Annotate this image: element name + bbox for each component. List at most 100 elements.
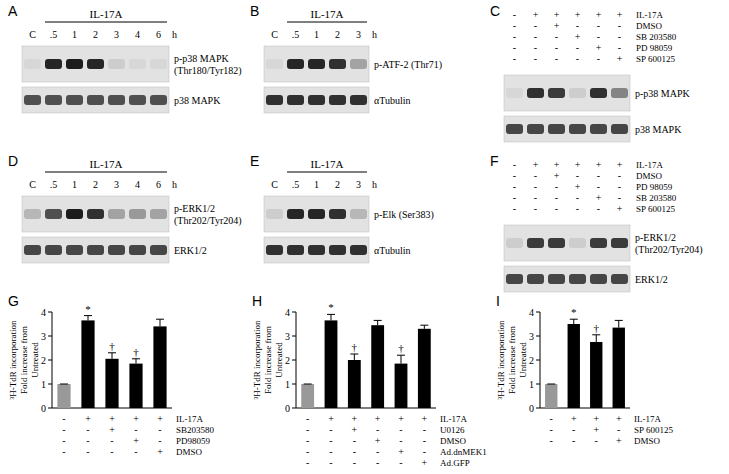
blot-panel: EIL-17AC.5123hp-Elk (Ser383)αTubulin (250, 153, 434, 263)
treatment-sign: - (555, 181, 558, 192)
treatment-sign: - (513, 42, 516, 53)
bar (325, 320, 338, 408)
band (287, 95, 304, 105)
band (329, 95, 346, 105)
y-tick (48, 336, 52, 337)
treatment-header: IL-17A (90, 8, 123, 20)
error-bar (132, 359, 140, 364)
treatment-sign: - (576, 20, 579, 31)
blot-panel: F-+++++IL-17A--+---DMSO---+--PD 98059---… (490, 153, 703, 292)
panel-letter: D (8, 153, 18, 169)
treatment-label: DMSO (176, 447, 203, 457)
error-bar (592, 335, 600, 342)
y-tick-label: 2 (285, 355, 290, 366)
y-tick-label: 3 (529, 331, 534, 342)
blot-membrane (264, 196, 369, 232)
error-bar (570, 319, 578, 324)
treatment-sign: - (329, 435, 332, 446)
band (66, 59, 83, 69)
band (308, 59, 325, 69)
band (150, 95, 167, 105)
lane-label: 1 (314, 179, 319, 190)
treatment-sign: - (555, 31, 558, 42)
band (287, 245, 304, 255)
treatment-sign: - (513, 53, 516, 64)
y-tick-label: 1 (41, 379, 46, 390)
band (548, 238, 565, 248)
treatment-sign: + (617, 203, 623, 214)
treatment-sign: + (133, 413, 139, 424)
lane-label: .5 (292, 29, 300, 40)
treatment-sign: + (85, 413, 91, 424)
blot-label: p38 MAPK (635, 124, 682, 135)
blot-sublabel: (Thr202/Tyr204) (635, 244, 703, 256)
treatment-header: IL-17A (90, 158, 123, 170)
blot-panel: C-+++++IL-17A--+---DMSO---+--SB 203580--… (490, 3, 691, 142)
treatment-label: SB 203580 (636, 32, 677, 42)
y-tick (292, 408, 296, 409)
y-tick (48, 408, 52, 409)
treatment-sign: - (534, 31, 537, 42)
y-tick (536, 360, 540, 361)
lane-label: 2 (335, 179, 340, 190)
treatment-sign: + (133, 435, 139, 446)
bar (590, 342, 602, 408)
bars (57, 316, 166, 408)
treatment-sign: - (555, 203, 558, 214)
band (24, 95, 41, 105)
band (129, 95, 146, 105)
y-tick-label: 1 (285, 379, 290, 390)
band (527, 124, 544, 134)
band (66, 209, 83, 219)
band (266, 95, 283, 105)
band (548, 274, 565, 284)
error-bar (327, 314, 335, 320)
treatment-sign: - (134, 424, 137, 435)
treatment-sign: - (555, 53, 558, 64)
blot-membrane (22, 46, 169, 82)
treatment-label: U0126 (440, 425, 465, 435)
band (45, 95, 62, 105)
band (569, 238, 586, 248)
treatment-sign: + (616, 435, 622, 446)
lane-label: 3 (356, 29, 361, 40)
blot-panel: DIL-17AC.512346hp-ERK1/2(Thr202/Tyr204)E… (8, 153, 242, 263)
treatment-label: PD98059 (176, 436, 211, 446)
treatment-sign: - (306, 435, 309, 446)
treatment-sign: - (62, 446, 65, 457)
y-tick-label: 0 (285, 403, 290, 414)
band (590, 274, 607, 284)
blot-membrane (264, 46, 369, 82)
band (45, 209, 62, 219)
band (506, 124, 523, 134)
band (590, 238, 607, 248)
band (87, 245, 104, 255)
treatment-sign: - (423, 446, 426, 457)
lane-label: 1 (72, 179, 77, 190)
treatment-sign: - (618, 192, 621, 203)
treatment-sign: - (158, 424, 161, 435)
band (150, 245, 167, 255)
treatment-sign: - (329, 424, 332, 435)
blot-label: αTubulin (374, 245, 411, 256)
axis-title: Fold increase from (263, 326, 273, 394)
lane-label: .5 (292, 179, 300, 190)
treatment-sign: - (353, 457, 356, 468)
lane-label: 3 (114, 29, 119, 40)
treatment-sign: - (572, 424, 575, 435)
band (506, 88, 523, 98)
axis-title: ³H-TdR incorporation (496, 320, 506, 399)
blot-label: ERK1/2 (174, 245, 207, 256)
band (129, 245, 146, 255)
significance-mark: * (85, 303, 91, 315)
treatment-sign: - (306, 413, 309, 424)
axis-title: ³H-TdR incorporation (8, 320, 18, 399)
treatment-sign: - (576, 170, 579, 181)
treatment-sign: - (306, 446, 309, 457)
error-bar (84, 316, 92, 321)
bar (545, 384, 557, 408)
treatment-label: Ad.dnMEK1 (440, 447, 487, 457)
treatment-sign: - (595, 435, 598, 446)
axis-title: ³H-TdR incorporation (252, 320, 262, 399)
treatment-sign: + (617, 53, 623, 64)
